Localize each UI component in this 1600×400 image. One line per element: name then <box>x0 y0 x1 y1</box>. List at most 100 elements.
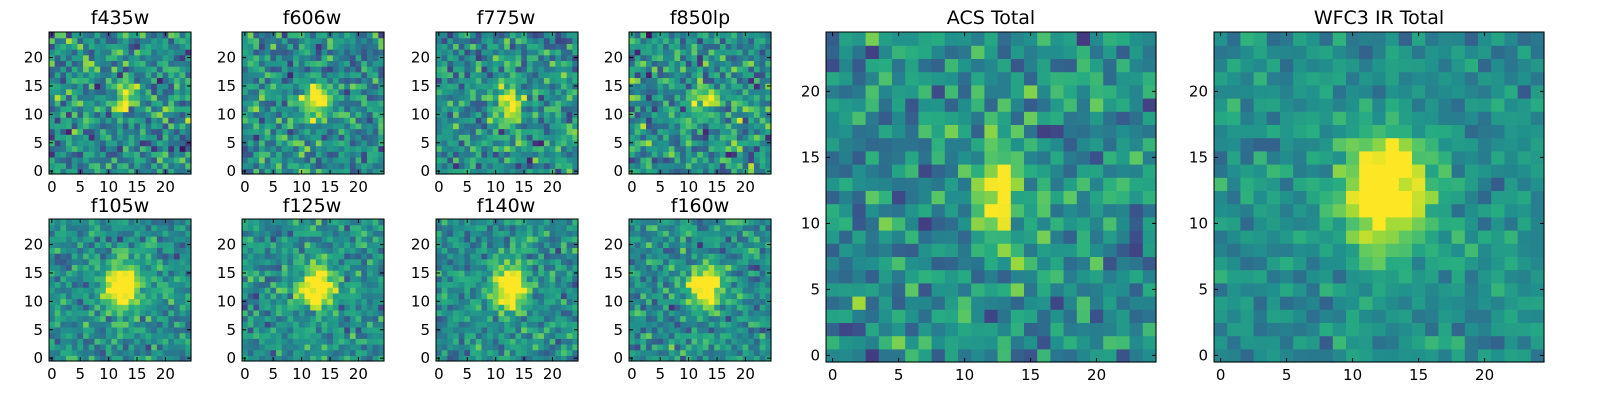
heatmap-cell <box>310 151 317 158</box>
heatmap-cell <box>293 270 300 277</box>
heatmap-f435w <box>49 32 192 175</box>
heatmap-cell <box>128 247 135 254</box>
heatmap-cell <box>259 105 266 113</box>
heatmap-cell <box>349 349 357 356</box>
heatmap-cell <box>464 309 471 317</box>
heatmap-cell <box>71 258 78 266</box>
heatmap-cell <box>526 111 534 118</box>
heatmap-cell <box>492 111 500 118</box>
heatmap-cell <box>509 241 517 248</box>
heatmap-cell <box>441 128 448 135</box>
heatmap-cell <box>287 71 294 79</box>
heatmap-cell <box>708 83 715 90</box>
heatmap-cell <box>49 338 56 345</box>
heatmap-cell <box>332 60 340 67</box>
heatmap-cell <box>475 355 483 362</box>
heatmap-cell <box>349 88 357 96</box>
heatmap-cell <box>736 60 744 67</box>
heatmap-cell <box>145 122 152 130</box>
heatmap-cell <box>470 60 477 67</box>
heatmap-cell <box>105 128 113 135</box>
heatmap-cell <box>349 66 357 73</box>
heatmap-cell <box>276 236 283 243</box>
heatmap-cell <box>725 71 732 79</box>
heatmap-cell <box>310 253 317 260</box>
heatmap-cell <box>361 292 368 300</box>
heatmap-cell <box>453 134 460 141</box>
heatmap-cell <box>60 162 67 169</box>
heatmap-cell <box>657 275 664 283</box>
heatmap-cell <box>708 54 715 61</box>
heatmap-cell <box>242 236 249 243</box>
heatmap-cell <box>680 338 687 345</box>
heatmap-cell <box>128 83 135 90</box>
heatmap-cell <box>372 49 379 56</box>
heatmap-cell <box>293 145 300 152</box>
heatmap-cell <box>521 298 528 305</box>
x-tick-label: 15 <box>320 178 339 196</box>
heatmap-cell <box>719 315 727 322</box>
heatmap-cell <box>276 43 283 50</box>
heatmap-cell <box>100 326 107 334</box>
heatmap-cell <box>515 349 522 356</box>
heatmap-cell <box>532 122 539 130</box>
heatmap-cell <box>634 37 641 44</box>
heatmap-cell <box>94 83 101 90</box>
heatmap-cell <box>441 349 448 356</box>
heatmap-cell <box>298 151 306 158</box>
heatmap-cell <box>151 281 158 288</box>
heatmap-cell <box>748 292 755 300</box>
heatmap-cell <box>680 128 687 135</box>
heatmap-cell <box>100 145 107 152</box>
heatmap-cell <box>532 54 539 61</box>
heatmap-cell <box>179 151 186 158</box>
heatmap-cell <box>742 275 749 283</box>
x-tick-label: 5 <box>268 365 278 383</box>
heatmap-cell <box>264 54 271 61</box>
heatmap-cell <box>361 83 368 90</box>
heatmap-cell <box>139 230 147 237</box>
heatmap-cell <box>436 230 443 237</box>
heatmap-cell <box>173 270 181 277</box>
heatmap-cell <box>270 298 277 305</box>
heatmap-cell <box>281 326 289 334</box>
heatmap-cell <box>298 309 306 317</box>
heatmap-cell <box>338 275 345 283</box>
heatmap-cell <box>748 71 755 79</box>
heatmap-cell <box>509 100 517 107</box>
heatmap-cell <box>475 298 483 305</box>
heatmap-cell <box>139 162 147 169</box>
heatmap-cell <box>281 94 289 101</box>
heatmap-cell <box>355 37 362 44</box>
heatmap-cell <box>134 122 141 130</box>
heatmap-cell <box>77 100 84 107</box>
heatmap-cell <box>453 128 460 135</box>
heatmap-cell <box>441 315 448 322</box>
heatmap-cell <box>629 105 636 113</box>
heatmap-cell <box>287 122 294 130</box>
heatmap-cell <box>281 315 289 322</box>
heatmap-cell <box>253 77 260 84</box>
heatmap-cell <box>481 128 488 135</box>
heatmap-cell <box>372 43 379 50</box>
heatmap-cell <box>532 253 539 260</box>
heatmap-cell <box>94 139 101 147</box>
heatmap-cell <box>94 326 101 334</box>
heatmap-cell <box>753 66 761 73</box>
heatmap-cell <box>162 258 169 266</box>
heatmap-cell <box>111 315 118 322</box>
heatmap-cell <box>179 168 186 175</box>
heatmap-cell <box>128 122 135 130</box>
heatmap-cell <box>94 66 101 73</box>
heatmap-cell <box>521 230 528 237</box>
heatmap-cell <box>105 105 113 113</box>
heatmap-cell <box>253 355 260 362</box>
heatmap-cell <box>94 162 101 169</box>
heatmap-cell <box>680 287 687 294</box>
heatmap-cell <box>185 275 192 283</box>
heatmap-cell <box>572 66 579 73</box>
heatmap-cell <box>708 111 715 118</box>
heatmap-cell <box>543 43 551 50</box>
heatmap-cell <box>453 298 460 305</box>
